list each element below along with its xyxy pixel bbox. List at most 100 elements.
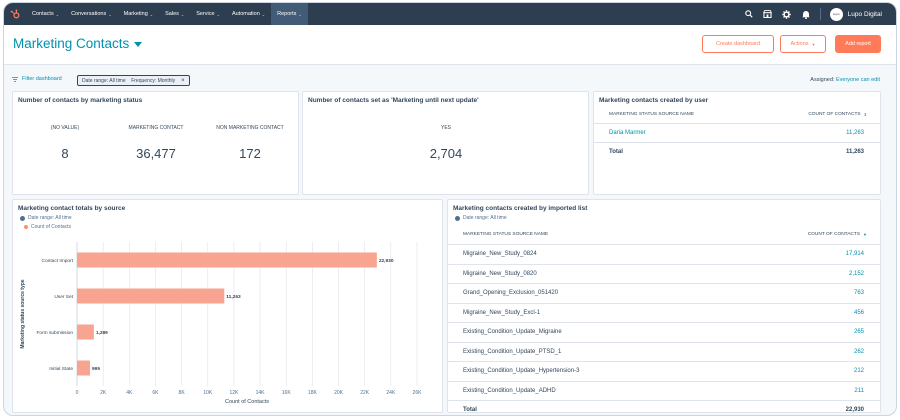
row-source-name: Existing_Condition_Update_Hypertension-3 [463, 368, 580, 374]
row-source-name: Existing_Condition_Update_PTSD_1 [463, 348, 562, 355]
search-icon[interactable] [744, 9, 754, 19]
nav-item-label: Sales [165, 11, 179, 17]
hubspot-logo-icon[interactable] [4, 3, 26, 25]
x-tick-label: 20K [334, 390, 344, 396]
nav-item-marketing[interactable]: Marketing ⌄ [118, 3, 160, 25]
chevron-down-icon: ⌄ [216, 11, 220, 17]
nav-divider [819, 8, 821, 20]
row-count-link[interactable]: 2,152 [848, 270, 864, 277]
report-card-imported-list[interactable]: Marketing contacts created by imported l… [447, 199, 881, 413]
chevron-down-icon [134, 42, 143, 47]
chevron-down-icon: ⌄ [298, 11, 302, 17]
assigned-value-link[interactable]: Everyone can edit [835, 77, 880, 83]
kpi-label: NON MARKETING CONTACT [216, 125, 284, 131]
kpi-label: YES [440, 125, 451, 131]
report-card-created-by-user[interactable]: Marketing contacts created by user MARKE… [593, 91, 881, 195]
nav-item-sales[interactable]: Sales ⌄ [159, 3, 190, 25]
actions-button[interactable]: Actions ▼ [780, 35, 826, 53]
row-source-name: Grand_Opening_Exclusion_051420 [463, 290, 559, 296]
nav-item-reports[interactable]: Reports ⌄ [271, 3, 308, 25]
column-header-count[interactable]: COUNT OF CONTACTS ⇕ [808, 112, 867, 117]
account-menu[interactable]: Lupo Lupo Digital [829, 7, 882, 21]
report-card-marketing-status[interactable]: Number of contacts by marketing status (… [12, 91, 299, 195]
bar [77, 288, 225, 304]
close-icon[interactable]: × [181, 77, 185, 84]
row-count-link[interactable]: 456 [853, 309, 864, 316]
filter-chip-text: Date range: All time Frequency: Monthly [82, 77, 176, 84]
table-row: Migraine_New_Study_Excl-1 456 [448, 302, 880, 322]
row-count-link[interactable]: 265 [853, 329, 864, 335]
kpi-value: 172 [239, 146, 261, 161]
row-count-link[interactable]: 11,263 [846, 130, 864, 136]
kpi-no-value: (NO VALUE) 8 [25, 125, 105, 161]
row-count-link[interactable]: 763 [853, 290, 864, 296]
legend-swatch [24, 225, 28, 229]
card-title: Number of contacts by marketing status [18, 97, 143, 104]
category-label: Initial State [49, 366, 73, 372]
card-title: Marketing contacts created by imported l… [453, 205, 588, 212]
top-nav: Contacts ⌄ Conversations ⌄ Marketing ⌄ Sales ⌄ S… [4, 3, 896, 25]
table-row: Migraine_New_Study_0820 2,152 [448, 263, 880, 283]
nav-item-label: Reports [277, 11, 297, 17]
actions-label: Actions [790, 41, 809, 47]
nav-item-contacts[interactable]: Contacts ⌄ [26, 3, 65, 25]
date-range-text: Date range: All time [28, 215, 72, 221]
row-count-link[interactable]: 211 [854, 387, 864, 394]
column-header-count-label: COUNT OF CONTACTS [808, 112, 861, 117]
kpi-non-marketing-contact: NON MARKETING CONTACT 172 [205, 125, 295, 161]
date-range-note: Date range: All time [455, 215, 507, 221]
filter-lines-icon [12, 76, 18, 82]
x-tick-label: 14K [256, 390, 266, 396]
nav-item-conversations[interactable]: Conversations ⌄ [65, 3, 118, 25]
column-header-source-name[interactable]: MARKETING STATUS SOURCE NAME [463, 232, 549, 237]
kpi-label: (NO VALUE) [50, 125, 80, 131]
card-title: Marketing contact totals by source [18, 205, 126, 212]
table-row: Grand_Opening_Exclusion_051420 763 [448, 283, 880, 302]
chart-legend: Count of Contacts [24, 224, 71, 230]
filter-dashboard-button[interactable]: Filter dashboard [12, 76, 62, 82]
category-label: Form submission [36, 330, 73, 336]
create-dashboard-button[interactable]: Create dashboard [702, 35, 774, 53]
marketplace-icon[interactable] [763, 9, 773, 19]
table-row: Daria Marmer 11,263 [594, 123, 880, 142]
row-source-name: Existing_Condition_Update_ADHD [463, 387, 556, 394]
column-header-count-label: COUNT OF CONTACTS [807, 232, 861, 237]
table-total-row: Total 11,263 [594, 142, 880, 161]
data-label: 1,289 [96, 330, 108, 336]
row-count-link[interactable]: 17,914 [845, 251, 864, 257]
row-count-link[interactable]: 262 [853, 348, 864, 355]
nav-item-automation[interactable]: Automation ⌄ [226, 3, 271, 25]
settings-gear-icon[interactable] [782, 9, 792, 19]
total-label: Total [463, 407, 477, 413]
nav-item-service[interactable]: Service ⌄ [190, 3, 226, 25]
total-value: 22,930 [845, 407, 864, 413]
table-row: Existing_Condition_Update_PTSD_1 262 [448, 341, 880, 361]
report-card-marketing-until-update[interactable]: Number of contacts set as 'Marketing unt… [302, 91, 589, 195]
table-header: MARKETING STATUS SOURCE NAME COUNT OF CO… [448, 225, 880, 244]
notifications-bell-icon[interactable] [801, 9, 811, 19]
sort-icon: ⇕ [863, 112, 867, 117]
app-window: Contacts ⌄ Conversations ⌄ Marketing ⌄ Sales ⌄ S… [3, 2, 897, 416]
row-source-name-link[interactable]: Daria Marmer [609, 130, 646, 136]
nav-item-label: Service [196, 11, 215, 17]
table-row: Existing_Condition_Update_Migraine 265 [448, 322, 880, 341]
kpi-marketing-contact: MARKETING CONTACT 36,477 [116, 125, 196, 161]
dashboard-selector[interactable]: Marketing Contacts [13, 36, 143, 51]
row-count-link[interactable]: 212 [853, 368, 864, 374]
active-filter-chip[interactable]: Date range: All time Frequency: Monthly … [77, 75, 190, 86]
account-name: Lupo Digital [847, 10, 882, 18]
column-header-count[interactable]: COUNT OF CONTACTS ▼ [808, 232, 867, 237]
x-axis-title: Count of Contacts [225, 399, 269, 405]
table-total-row: Total 22,930 [448, 400, 880, 413]
add-report-button[interactable]: Add report [835, 35, 881, 53]
nav-item-label: Contacts [32, 11, 54, 17]
legend-label: Count of Contacts [31, 224, 72, 230]
row-source-name: Existing_Condition_Update_Migraine [463, 329, 562, 335]
column-header-source-name[interactable]: MARKETING STATUS SOURCE NAME [609, 112, 695, 117]
kpi-label: MARKETING CONTACT [128, 125, 184, 131]
x-tick-label: 2K [100, 390, 107, 396]
bar-chart: 0 2K 4K 6K 8K 10K 12K 14K 16K 18K 20K 22K 24K 26K Cont… [20, 242, 422, 405]
date-range-note: Date range: All time [20, 215, 72, 221]
report-card-totals-by-source[interactable]: Marketing contact totals by source Date … [12, 199, 443, 413]
row-source-name: Migraine_New_Study_Excl-1 [463, 309, 541, 316]
